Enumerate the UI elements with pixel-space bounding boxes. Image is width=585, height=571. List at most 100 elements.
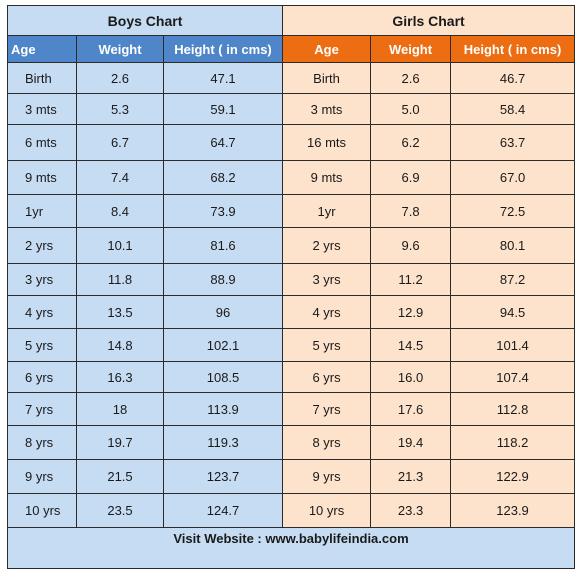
table-row: 1yr 8.4 73.9 1yr 7.8 72.5 [7,194,576,228]
boys-age-cell: 9 yrs [7,459,77,494]
girls-age-cell: 6 yrs [282,361,372,393]
boys-age-cell: Birth [7,62,77,94]
girls-weight-cell: 5.0 [370,93,452,125]
girls-height-cell: 122.9 [450,459,576,494]
boys-age-cell: 1yr [7,194,77,228]
boys-weight-cell: 16.3 [76,361,164,393]
girls-weight-cell: 2.6 [370,62,452,94]
table-row: 2 yrs 10.1 81.6 2 yrs 9.6 80.1 [7,227,576,264]
boys-age-cell: 5 yrs [7,328,77,362]
boys-height-cell: 123.7 [162,459,284,494]
boys-weight-cell: 23.5 [76,493,164,528]
boys-weight-cell: 10.1 [76,227,164,264]
boys-height-cell: 96 [162,295,284,329]
girls-height-cell: 118.2 [450,425,576,460]
girls-height-cell: 94.5 [450,295,576,329]
table-row: 8 yrs 19.7 119.3 8 yrs 19.4 118.2 [7,425,576,460]
table-row: 9 mts 7.4 68.2 9 mts 6.9 67.0 [7,160,576,195]
boys-age-cell: 2 yrs [7,227,77,264]
girls-weight-cell: 6.2 [370,124,452,161]
girls-age-cell: 10 yrs [282,493,372,528]
boys-height-cell: 59.1 [162,93,284,125]
girls-weight-cell: 9.6 [370,227,452,264]
table-row: 3 mts 5.3 59.1 3 mts 5.0 58.4 [7,93,576,125]
boys-weight-cell: 13.5 [76,295,164,329]
boys-weight-header: Weight [76,35,164,63]
girls-age-cell: 16 mts [282,124,372,161]
girls-age-cell: 3 yrs [282,263,372,296]
growth-chart: Boys Chart Girls Chart Age Weight Height… [6,5,576,569]
girls-age-cell: 8 yrs [282,425,372,460]
girls-weight-cell: 23.3 [370,493,452,528]
girls-age-cell: 9 mts [282,160,372,195]
girls-height-cell: 101.4 [450,328,576,362]
boys-weight-cell: 19.7 [76,425,164,460]
boys-height-cell: 81.6 [162,227,284,264]
boys-weight-cell: 7.4 [76,160,164,195]
boys-height-cell: 88.9 [162,263,284,296]
girls-weight-cell: 19.4 [370,425,452,460]
table-row: Birth 2.6 47.1 Birth 2.6 46.7 [7,62,576,94]
girls-weight-cell: 16.0 [370,361,452,393]
boys-age-cell: 3 mts [7,93,77,125]
boys-height-cell: 119.3 [162,425,284,460]
girls-age-cell: 5 yrs [282,328,372,362]
girls-weight-cell: 14.5 [370,328,452,362]
girls-age-cell: 4 yrs [282,295,372,329]
girls-weight-cell: 12.9 [370,295,452,329]
boys-weight-cell: 14.8 [76,328,164,362]
boys-age-cell: 3 yrs [7,263,77,296]
girls-height-cell: 63.7 [450,124,576,161]
boys-age-cell: 6 yrs [7,361,77,393]
table-row: 9 yrs 21.5 123.7 9 yrs 21.3 122.9 [7,459,576,494]
boys-height-cell: 68.2 [162,160,284,195]
table-row: 6 mts 6.7 64.7 16 mts 6.2 63.7 [7,124,576,161]
boys-age-cell: 9 mts [7,160,77,195]
girls-height-cell: 80.1 [450,227,576,264]
girls-height-cell: 107.4 [450,361,576,393]
boys-age-header: Age [7,35,77,63]
boys-height-cell: 108.5 [162,361,284,393]
growth-table: Boys Chart Girls Chart Age Weight Height… [6,5,576,569]
boys-age-cell: 8 yrs [7,425,77,460]
girls-age-cell: 9 yrs [282,459,372,494]
website-footer: Visit Website : www.babylifeindia.com [6,527,576,569]
girls-height-cell: 87.2 [450,263,576,296]
boys-weight-cell: 6.7 [76,124,164,161]
boys-chart-title: Boys Chart [6,5,284,36]
table-body: Birth 2.6 47.1 Birth 2.6 46.7 3 mts 5.3 59.1 3 mt… [7,62,576,528]
boys-weight-cell: 18 [76,392,164,426]
girls-height-cell: 67.0 [450,160,576,195]
boys-age-cell: 10 yrs [7,493,77,528]
girls-weight-cell: 6.9 [370,160,452,195]
girls-weight-cell: 17.6 [370,392,452,426]
boys-height-cell: 102.1 [162,328,284,362]
girls-weight-cell: 21.3 [370,459,452,494]
boys-weight-cell: 11.8 [76,263,164,296]
girls-height-cell: 46.7 [450,62,576,94]
boys-weight-cell: 21.5 [76,459,164,494]
table-row: 5 yrs 14.8 102.1 5 yrs 14.5 101.4 [7,328,576,362]
girls-height-cell: 72.5 [450,194,576,228]
boys-height-header: Height ( in cms) [162,35,284,63]
table-row: 4 yrs 13.5 96 4 yrs 12.9 94.5 [7,295,576,329]
girls-age-cell: Birth [282,62,372,94]
boys-height-cell: 124.7 [162,493,284,528]
girls-age-cell: 3 mts [282,93,372,125]
table-row: 10 yrs 23.5 124.7 10 yrs 23.3 123.9 [7,493,576,528]
girls-weight-cell: 7.8 [370,194,452,228]
girls-height-cell: 112.8 [450,392,576,426]
boys-weight-cell: 2.6 [76,62,164,94]
boys-weight-cell: 5.3 [76,93,164,125]
girls-age-header: Age [282,35,372,63]
girls-age-cell: 1yr [282,194,372,228]
boys-height-cell: 64.7 [162,124,284,161]
girls-chart-title: Girls Chart [282,5,576,36]
girls-weight-cell: 11.2 [370,263,452,296]
girls-weight-header: Weight [370,35,452,63]
girls-height-cell: 123.9 [450,493,576,528]
table-row: 7 yrs 18 113.9 7 yrs 17.6 112.8 [7,392,576,426]
girls-height-cell: 58.4 [450,93,576,125]
boys-age-cell: 7 yrs [7,392,77,426]
boys-height-cell: 73.9 [162,194,284,228]
